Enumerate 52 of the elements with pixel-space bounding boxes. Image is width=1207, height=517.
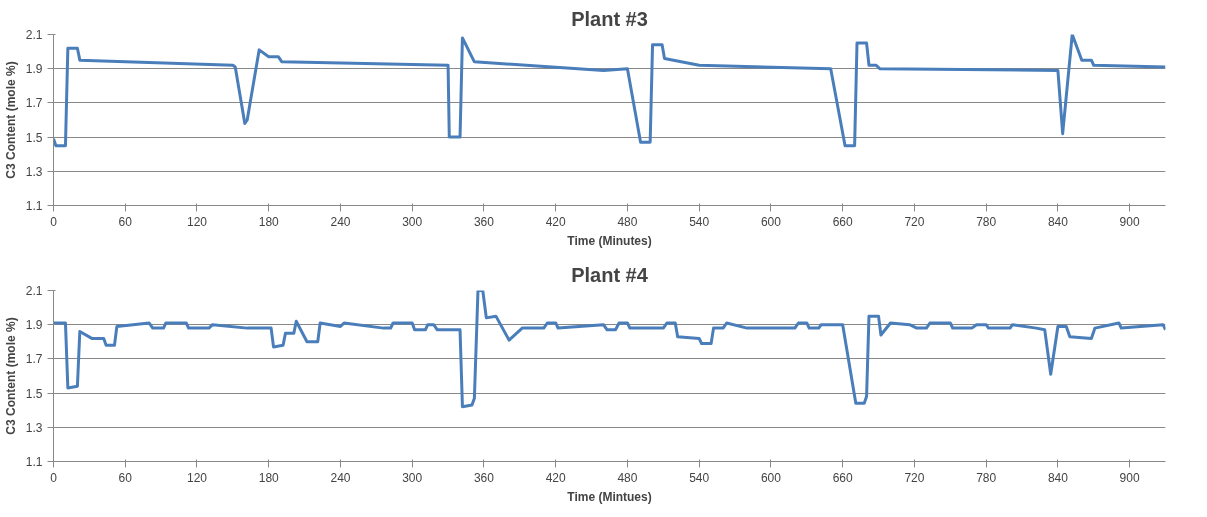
x-tick-label: 480 [617,214,638,229]
x-tick-label: 120 [186,214,208,229]
x-tick-label: 780 [976,214,997,229]
y-axis-title: C3 Content (mole %) [3,317,18,435]
x-tick-label: 0 [50,470,58,485]
x-tick-label: 360 [473,214,495,229]
x-tick-label: 420 [545,214,567,229]
x-tick-label: 180 [258,470,280,485]
x-tick-label: 600 [760,470,782,485]
x-tick-label: 720 [904,214,925,229]
x-tick-label: 840 [1047,470,1069,485]
x-tick-label: 840 [1047,214,1069,229]
y-tick-label: 1.1 [25,199,43,213]
chart-title: Plant #4 [571,263,649,286]
y-tick-label: 2.1 [25,284,43,298]
x-tick-label: 360 [473,470,495,485]
x-tick-label: 600 [760,214,782,229]
x-tick-label: 420 [545,470,567,485]
y-tick-label: 1.9 [25,62,43,77]
y-axis-title: C3 Content (mole %) [3,61,18,179]
y-tick-label: 1.7 [25,352,43,367]
chart-title: Plant #3 [571,7,648,30]
y-tick-label: 1.5 [25,386,43,401]
x-tick-label: 660 [832,470,853,485]
y-tick-label: 1.7 [25,96,43,111]
x-tick-label: 720 [904,470,925,485]
y-tick-label: 1.3 [25,420,43,435]
x-tick-label: 180 [258,214,280,229]
x-tick-label: 60 [118,214,133,229]
y-tick-label: 2.1 [25,28,43,42]
x-tick-label: 60 [118,470,133,485]
x-tick-label: 0 [50,214,58,229]
y-tick-label: 1.5 [25,130,43,145]
x-tick-label: 660 [832,214,853,229]
y-tick-label: 1.9 [25,318,43,333]
line-series [53,290,1166,409]
x-axis-title: Time (Mintues) [567,489,652,504]
y-tick-label: 1.1 [25,455,43,469]
x-tick-label: 300 [402,214,423,229]
line-series [53,34,1166,148]
y-tick-label: 1.3 [25,164,43,179]
x-tick-label: 300 [402,470,423,485]
x-tick-label: 480 [617,470,638,485]
x-axis-title: Time (Minutes) [567,233,652,248]
x-tick-label: 540 [689,214,710,229]
x-tick-label: 240 [330,470,351,485]
x-tick-label: 120 [186,470,208,485]
x-tick-label: 900 [1119,470,1140,485]
x-tick-label: 900 [1119,214,1140,229]
x-tick-label: 240 [330,214,351,229]
x-tick-label: 540 [689,470,710,485]
x-tick-label: 780 [976,470,997,485]
